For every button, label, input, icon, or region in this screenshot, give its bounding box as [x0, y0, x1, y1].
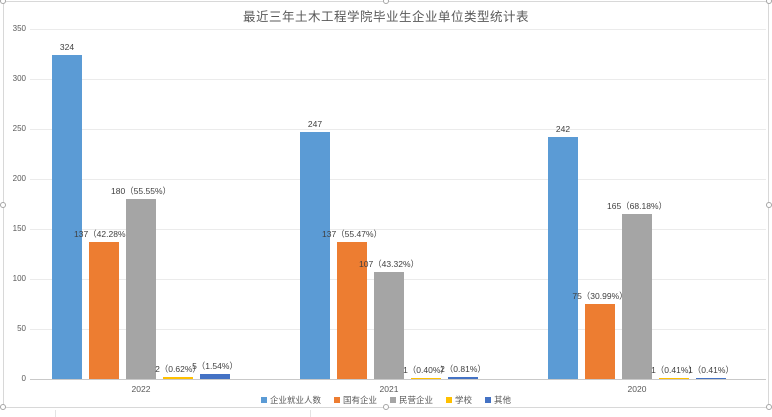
y-axis-tick-label: 350 [12, 24, 26, 33]
legend-item[interactable]: 民营企业 [389, 395, 433, 405]
resize-handle-middle-right[interactable] [766, 202, 772, 208]
resize-handle-bottom-left[interactable] [0, 404, 6, 410]
x-axis-label: 2022 [131, 384, 151, 394]
gridline [30, 129, 766, 130]
legend-label: 国有企业 [342, 395, 377, 405]
legend-marker [446, 397, 452, 403]
data-label: 1（0.41%） [651, 365, 697, 375]
bar[interactable] [89, 242, 119, 379]
y-axis-tick-label: 100 [12, 274, 26, 283]
data-label: 1（0.41%） [688, 365, 734, 375]
y-axis-tick-label: 50 [17, 324, 26, 333]
chart-title: 最近三年土木工程学院毕业生企业单位类型统计表 [242, 10, 529, 24]
bar[interactable] [696, 378, 726, 379]
data-label: 247 [307, 119, 323, 129]
sheet-gridline [55, 410, 56, 417]
bar[interactable] [163, 377, 193, 379]
x-axis-label: 2021 [379, 384, 399, 394]
x-axis-label: 2020 [627, 384, 647, 394]
y-axis-tick-label: 300 [12, 74, 26, 83]
bar[interactable] [337, 242, 367, 379]
bar[interactable] [659, 378, 689, 379]
x-axis-line [30, 379, 766, 380]
y-axis-tick-label: 250 [12, 124, 26, 133]
bar[interactable] [585, 304, 615, 379]
data-label: 324 [59, 42, 75, 52]
y-axis-tick-label: 200 [12, 174, 26, 183]
gridline [30, 79, 766, 80]
data-label: 107（43.32%） [358, 259, 420, 269]
chart-legend: 企业就业人数 国有企业 民营企业 学校 其他 [0, 395, 772, 405]
data-label: 137（42.28%） [73, 229, 135, 239]
data-label: 1（0.40%） [403, 365, 449, 375]
y-axis-tick-label: 150 [12, 224, 26, 233]
data-label: 242 [555, 124, 571, 134]
data-label: 75（30.99%） [572, 291, 628, 301]
legend-marker [389, 397, 396, 403]
legend-marker [260, 397, 267, 403]
legend-marker [333, 397, 340, 403]
bar[interactable] [548, 137, 578, 379]
gridline [30, 229, 766, 230]
data-label: 2（0.62%） [155, 364, 201, 374]
resize-handle-bottom-middle[interactable] [383, 404, 389, 410]
sheet-gridline [310, 410, 311, 417]
legend-item[interactable]: 学校 [446, 395, 472, 405]
bar[interactable] [126, 199, 156, 379]
data-label: 180（55.55%） [110, 186, 172, 196]
data-label: 2（0.81%） [440, 364, 486, 374]
legend-label: 企业就业人数 [269, 395, 321, 405]
legend-item[interactable]: 企业就业人数 [260, 395, 321, 405]
bar[interactable] [622, 214, 652, 379]
bar[interactable] [374, 272, 404, 379]
bar[interactable] [52, 55, 82, 379]
bar[interactable] [448, 377, 478, 379]
legend-label: 其他 [494, 395, 512, 405]
gridline [30, 29, 766, 30]
data-label: 5（1.54%） [192, 361, 238, 371]
y-axis-tick-label: 0 [21, 374, 26, 383]
data-label: 137（55.47%） [321, 229, 383, 239]
legend-label: 学校 [455, 395, 473, 405]
legend-item[interactable]: 国有企业 [333, 395, 377, 405]
bar[interactable] [200, 374, 230, 379]
bar[interactable] [300, 132, 330, 379]
gridline [30, 179, 766, 180]
resize-handle-top-left[interactable] [0, 0, 6, 4]
data-label: 165（68.18%） [606, 201, 668, 211]
resize-handle-bottom-right[interactable] [766, 404, 772, 410]
bar[interactable] [411, 378, 441, 379]
resize-handle-middle-left[interactable] [0, 202, 6, 208]
legend-marker [485, 397, 492, 403]
legend-item[interactable]: 其他 [485, 395, 511, 405]
resize-handle-top-middle[interactable] [383, 0, 389, 4]
legend-label: 民营企业 [398, 395, 433, 405]
